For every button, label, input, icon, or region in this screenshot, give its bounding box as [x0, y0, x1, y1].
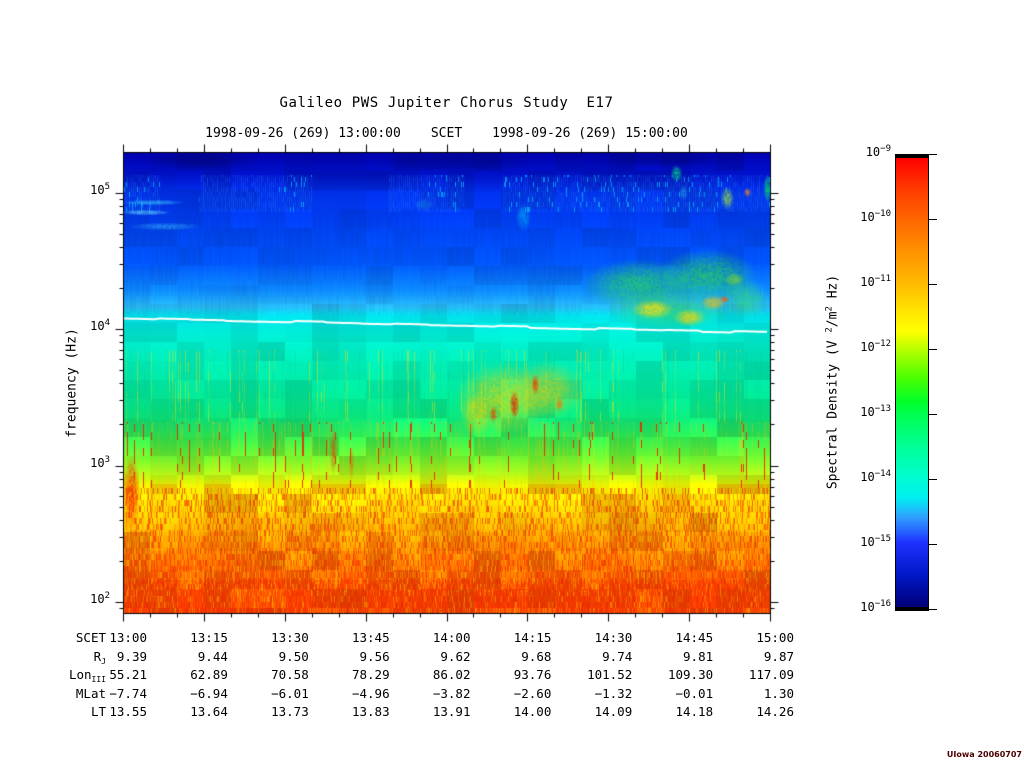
colorbar-tick — [929, 544, 937, 545]
ephemeris-cell: 14:45 — [675, 630, 714, 645]
colorbar — [895, 154, 929, 611]
footer-stamp: UIowa 20060707 — [946, 750, 1022, 759]
colorbar-title-part: Hz) — [825, 274, 841, 307]
colorbar-tick-label: 10−15 — [860, 534, 891, 549]
colorbar-tick — [929, 479, 937, 480]
ephemeris-cell: 9.50 — [278, 648, 309, 664]
ephemeris-cell: 93.76 — [513, 667, 552, 683]
ephemeris-cell: 9.62 — [440, 648, 471, 664]
ephemeris-cell: 13.64 — [190, 704, 228, 720]
ephemeris-cell: 13.83 — [351, 704, 390, 720]
ephemeris-cell: 14:15 — [513, 630, 552, 645]
ephemeris-row-label-r: RJ — [93, 648, 106, 666]
ephemeris-cell: 14:00 — [432, 630, 471, 645]
ephemeris-cell: 13.91 — [432, 704, 471, 720]
spectrogram-canvas — [105, 136, 797, 630]
colorbar-tick-label: 10−16 — [860, 599, 891, 614]
ephemeris-cell: 9.56 — [359, 648, 390, 664]
ephemeris-cell: 9.81 — [683, 648, 714, 664]
ephemeris-cell: 9.74 — [602, 648, 633, 664]
ephemeris-cell: 70.58 — [271, 667, 309, 683]
colorbar-title-part: 2 — [824, 306, 835, 312]
ephemeris-cell: 55.21 — [109, 667, 147, 683]
ephemeris-cell: 13:00 — [109, 630, 147, 645]
ephemeris-cell: 13:45 — [351, 630, 390, 645]
ephemeris-cell: 109.30 — [667, 667, 714, 683]
colorbar-tick-label: 10−13 — [860, 404, 891, 419]
ephemeris-cell: 9.44 — [197, 648, 228, 664]
ephemeris-cell: 13:30 — [271, 630, 309, 645]
ephemeris-cell: −0.01 — [675, 685, 714, 701]
colorbar-tick-label: 10−10 — [860, 209, 891, 224]
ephemeris-cell: 101.52 — [587, 667, 633, 683]
colorbar-tick — [929, 609, 937, 610]
colorbar-tick — [929, 414, 937, 415]
colorbar-tick — [929, 154, 937, 155]
y-axis-tick-label: 102 — [90, 590, 110, 606]
ephemeris-cell: 78.29 — [351, 667, 390, 683]
ephemeris-row-label-mlat: MLat — [75, 685, 106, 701]
colorbar-title-part: 2 — [824, 327, 835, 333]
ephemeris-cell: −4.96 — [351, 685, 390, 701]
colorbar-tick-label: 10−14 — [860, 469, 891, 484]
ephemeris-cell: 86.02 — [432, 667, 471, 683]
colorbar-tick — [929, 284, 937, 285]
ephemeris-cell: 9.39 — [116, 648, 147, 664]
ephemeris-cell: 1.30 — [763, 685, 794, 701]
ephemeris-cell: 14.00 — [513, 704, 552, 720]
ephemeris-row-label-lon: LonIII — [68, 667, 106, 685]
ephemeris-cell: −6.01 — [271, 685, 309, 701]
ephemeris-cell: 13.55 — [109, 704, 147, 720]
ephemeris-row-label-lt: LT — [90, 704, 106, 720]
y-axis-tick-label: 104 — [90, 318, 110, 334]
colorbar-tick — [929, 349, 937, 350]
ephemeris-cell: 13.73 — [271, 704, 309, 720]
y-axis-tick-label: 105 — [90, 181, 110, 197]
y-axis-title: frequency (Hz) — [64, 328, 80, 438]
colorbar-tick-label: 10−12 — [860, 339, 891, 354]
ephemeris-cell: −7.74 — [109, 685, 147, 701]
ephemeris-cell: 14.09 — [594, 704, 633, 720]
ephemeris-cell: 9.68 — [521, 648, 552, 664]
ephemeris-cell: 13:15 — [190, 630, 228, 645]
ephemeris-cell: 14:30 — [594, 630, 633, 645]
colorbar-title: Spectral Density (V 2/m2 Hz) — [824, 274, 841, 490]
colorbar-title-part: /m — [825, 311, 841, 328]
ephemeris-row-label-scet: SCET — [75, 630, 106, 645]
colorbar-tick — [929, 219, 937, 220]
ephemeris-cell: −2.60 — [513, 685, 552, 701]
ephemeris-cell: 117.09 — [748, 667, 794, 683]
ephemeris-cell: −3.82 — [432, 685, 471, 701]
ephemeris-cell: −1.32 — [594, 685, 633, 701]
colorbar-tick-label: 10−11 — [860, 274, 891, 289]
ephemeris-cell: −6.94 — [190, 685, 228, 701]
ephemeris-cell: 9.87 — [763, 648, 794, 664]
colorbar-tick-label: 10−9 — [865, 144, 891, 159]
colorbar-title-part: Spectral Density (V — [825, 332, 841, 490]
ephemeris-cell: 62.89 — [190, 667, 228, 683]
y-axis-tick-label: 103 — [90, 454, 110, 470]
ephemeris-cell: 15:00 — [756, 630, 794, 645]
ephemeris-cell: 14.26 — [756, 704, 794, 720]
chart-title: Galileo PWS Jupiter Chorus Study E17 — [279, 95, 614, 111]
ephemeris-cell: 14.18 — [675, 704, 714, 720]
